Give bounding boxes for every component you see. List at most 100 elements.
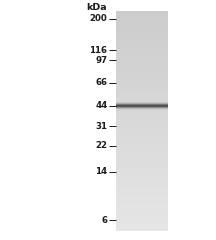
Bar: [116, 55, 168, 56]
Bar: [116, 143, 168, 144]
Bar: [116, 215, 168, 216]
Bar: [116, 75, 168, 76]
Bar: [116, 191, 168, 192]
Bar: [116, 30, 168, 31]
Bar: [116, 44, 168, 45]
Bar: [116, 38, 168, 39]
Bar: [116, 80, 168, 81]
Bar: [116, 13, 168, 14]
Bar: [116, 196, 168, 197]
Bar: [116, 48, 168, 49]
Bar: [116, 178, 168, 179]
Text: 31: 31: [95, 121, 107, 131]
Bar: [116, 177, 168, 178]
Bar: [116, 175, 168, 176]
Bar: [116, 132, 168, 133]
Bar: [116, 98, 168, 99]
Bar: [116, 117, 168, 118]
Bar: [116, 60, 168, 61]
Bar: [116, 204, 168, 205]
Bar: [116, 152, 168, 153]
Bar: [116, 154, 168, 155]
Bar: [116, 137, 168, 138]
Bar: [116, 121, 168, 122]
Bar: [116, 69, 168, 70]
Bar: [116, 225, 168, 226]
Bar: [116, 72, 168, 73]
Bar: [116, 116, 168, 117]
Bar: [116, 189, 168, 190]
Bar: [116, 64, 168, 65]
Bar: [116, 18, 168, 19]
Bar: [116, 130, 168, 131]
Bar: [116, 125, 168, 126]
Bar: [116, 186, 168, 187]
Bar: [116, 139, 168, 140]
Bar: [116, 118, 168, 119]
Bar: [116, 148, 168, 149]
Bar: [116, 129, 168, 130]
Bar: [116, 127, 168, 128]
Bar: [116, 218, 168, 219]
Bar: [116, 166, 168, 167]
Bar: [116, 78, 168, 79]
Bar: [116, 24, 168, 25]
Bar: [116, 201, 168, 202]
Bar: [116, 42, 168, 43]
Bar: [116, 126, 168, 127]
Bar: [116, 188, 168, 189]
Bar: [116, 138, 168, 139]
Bar: [116, 161, 168, 162]
Bar: [116, 37, 168, 38]
Bar: [116, 170, 168, 171]
Bar: [116, 193, 168, 194]
Bar: [116, 68, 168, 69]
Bar: [116, 105, 168, 106]
Bar: [116, 228, 168, 229]
Bar: [116, 200, 168, 201]
Bar: [116, 128, 168, 129]
Bar: [116, 79, 168, 80]
Bar: [116, 109, 168, 110]
Bar: [116, 195, 168, 196]
Bar: [116, 39, 168, 40]
Bar: [116, 227, 168, 228]
Bar: [116, 114, 168, 115]
Bar: [116, 208, 168, 209]
Bar: [116, 102, 168, 103]
Bar: [116, 169, 168, 170]
Bar: [116, 133, 168, 134]
Bar: [116, 187, 168, 188]
Bar: [116, 11, 168, 12]
Bar: [116, 203, 168, 204]
Bar: [116, 85, 168, 86]
Bar: [116, 202, 168, 203]
Bar: [116, 12, 168, 13]
Bar: [116, 100, 168, 101]
Bar: [116, 229, 168, 230]
Bar: [116, 122, 168, 123]
Bar: [116, 214, 168, 215]
Bar: [116, 183, 168, 184]
Bar: [116, 112, 168, 113]
Bar: [116, 99, 168, 100]
Bar: [116, 73, 168, 74]
Bar: [116, 164, 168, 165]
Bar: [116, 74, 168, 75]
Bar: [116, 22, 168, 23]
Bar: [116, 168, 168, 169]
Bar: [116, 59, 168, 60]
Bar: [116, 185, 168, 186]
Bar: [116, 84, 168, 85]
Bar: [116, 87, 168, 88]
Bar: [116, 224, 168, 225]
Bar: [116, 145, 168, 146]
Bar: [116, 101, 168, 102]
Bar: [116, 57, 168, 58]
Bar: [116, 25, 168, 26]
Bar: [116, 77, 168, 78]
Text: 22: 22: [95, 141, 107, 150]
Bar: [116, 209, 168, 210]
Bar: [116, 192, 168, 193]
Bar: [116, 81, 168, 82]
